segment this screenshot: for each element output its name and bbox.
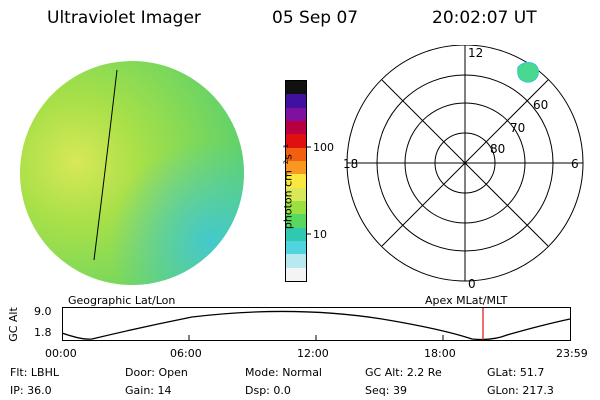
status-gain: Gain: 14 xyxy=(125,384,172,397)
colorbar-segment xyxy=(286,174,306,188)
status-dsp: Dsp: 0.0 xyxy=(245,384,291,397)
status-mode: Mode: Normal xyxy=(245,366,322,379)
status-flt: Flt: LBHL xyxy=(10,366,59,379)
auroral-patch xyxy=(517,62,539,83)
colorbar-segment xyxy=(286,241,306,255)
timeline-xtick-0: 00:00 xyxy=(45,347,77,360)
colorbar-segment xyxy=(286,161,306,175)
altitude-curve xyxy=(62,310,571,341)
mlt-label-right: 6 xyxy=(571,157,579,171)
status-seq: Seq: 39 xyxy=(365,384,407,397)
colorbar-segment xyxy=(286,121,306,135)
instrument-title: Ultraviolet Imager xyxy=(47,8,201,28)
status-ip: IP: 36.0 xyxy=(10,384,52,397)
mlt-label-bottom: 0 xyxy=(468,277,476,290)
colorbar-ticks xyxy=(306,146,311,235)
timeline-xtick-4: 23:59 xyxy=(556,347,588,360)
colorbar-segment xyxy=(286,267,306,281)
color-bar xyxy=(285,80,307,282)
colorbar-tick-100: 100 xyxy=(313,141,334,154)
colorbar-segment xyxy=(286,187,306,202)
date-label: 05 Sep 07 xyxy=(272,8,359,28)
colorbar-segment xyxy=(286,94,306,108)
colorbar-segment xyxy=(286,254,306,268)
timeline-xtick-2: 12:00 xyxy=(297,347,329,360)
timeline-left-title: Geographic Lat/Lon xyxy=(68,294,176,307)
mlt-label-left: 18 xyxy=(343,157,358,171)
mlt-label-top: 12 xyxy=(468,46,483,60)
colorbar-segment xyxy=(286,134,306,148)
status-glon: GLon: 217.3 xyxy=(487,384,554,397)
colorbar-segment xyxy=(286,201,306,215)
lat-label-70: 70 xyxy=(510,121,525,135)
timeline-right-title: Apex MLat/MLT xyxy=(425,294,508,307)
colorbar-segment xyxy=(286,107,306,122)
colorbar-unit-label: photon cm⁻²s⁻¹ xyxy=(281,143,295,230)
timeline-xtick-3: 18:00 xyxy=(424,347,456,360)
polar-plot: 12 18 6 0 60 70 80 xyxy=(343,45,584,290)
colorbar-segment xyxy=(286,214,306,228)
timeline-plot xyxy=(62,307,571,341)
timeline-axis-label: GC Alt xyxy=(6,307,20,342)
timeline-ytick-low: 1.8 xyxy=(34,326,52,339)
colorbar-segment xyxy=(286,147,306,162)
timeline-xtick-1: 06:00 xyxy=(170,347,202,360)
colorbar-segment xyxy=(286,227,306,242)
status-glat: GLat: 51.7 xyxy=(487,366,545,379)
status-gcalt: GC Alt: 2.2 Re xyxy=(365,366,442,379)
lat-label-60: 60 xyxy=(533,98,548,112)
time-label: 20:02:07 UT xyxy=(432,8,537,28)
status-door: Door: Open xyxy=(125,366,188,379)
terminator-line xyxy=(93,69,118,261)
timeline-ytick-high: 9.0 xyxy=(34,305,52,318)
lat-label-80: 80 xyxy=(490,142,505,156)
uv-image-panel xyxy=(20,61,244,285)
colorbar-segment xyxy=(286,81,306,95)
colorbar-tick-10: 10 xyxy=(313,228,327,241)
